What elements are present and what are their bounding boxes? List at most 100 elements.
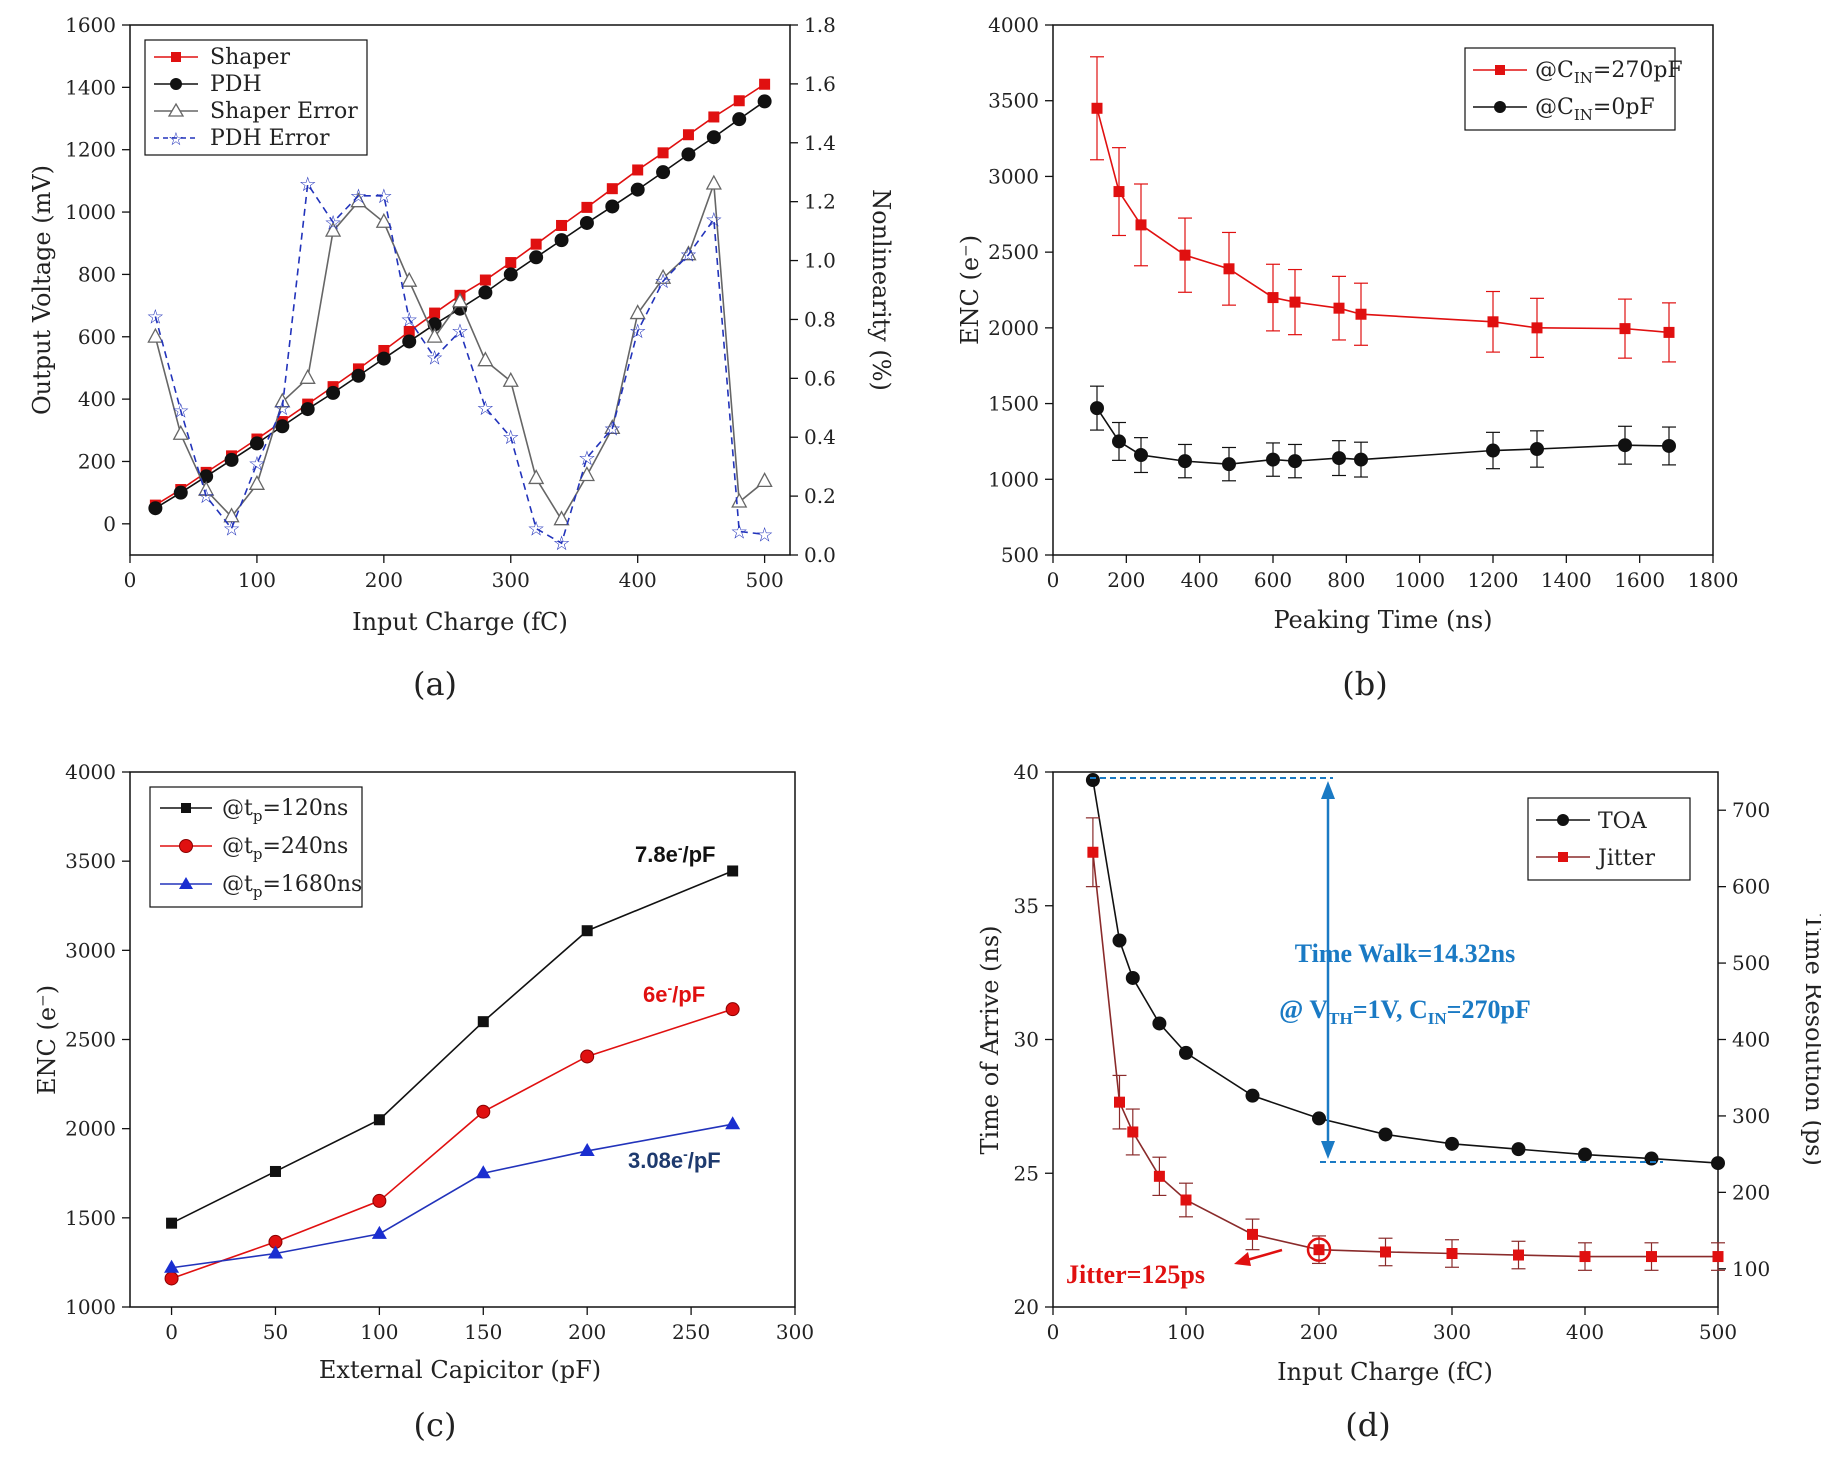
data-point-c-in-270pf xyxy=(1091,102,1103,114)
data-point-pdh-error: ☆ xyxy=(654,269,672,293)
legend-label-shaper: Shaper xyxy=(210,45,290,70)
legend-item-shaper-error: Shaper Error xyxy=(154,99,358,124)
data-point-c-in-0pf xyxy=(1662,438,1676,453)
data-point-shaper-error xyxy=(375,212,392,228)
y2-tick-label: 0.8 xyxy=(804,307,836,331)
legend-item-tp-1680: @tp=1680ns xyxy=(160,872,362,901)
data-point-toa xyxy=(1312,1111,1326,1126)
y-tick-label: 1500 xyxy=(988,392,1039,416)
data-point-c-in-0pf xyxy=(1530,442,1544,456)
data-point-pdh-error: ☆ xyxy=(223,517,241,541)
data-point-pdh-error: ☆ xyxy=(756,522,774,546)
data-point-shaper-error xyxy=(223,507,240,523)
data-point-c-in-270pf xyxy=(1289,296,1301,308)
data-point-shaper-error xyxy=(553,510,570,526)
data-point-t-p-240ns xyxy=(580,1049,595,1064)
legend-marker-tp-120 xyxy=(181,803,191,813)
legend-marker-toa xyxy=(1557,814,1569,826)
data-point-pdh-error: ☆ xyxy=(553,531,571,555)
legend-sub: p xyxy=(253,807,263,825)
x-tick-label: 300 xyxy=(1433,1320,1471,1344)
data-point-shaper-error xyxy=(248,474,266,490)
data-point-c-in-270pf xyxy=(1223,263,1235,275)
data-point-c-in-270pf xyxy=(1355,308,1367,320)
y2-tick-label: 300 xyxy=(1732,1104,1770,1128)
slope-rest: /pF xyxy=(688,1148,721,1173)
x-tick-label: 200 xyxy=(1300,1320,1338,1344)
data-point-pdh-error: ☆ xyxy=(375,184,393,208)
jitter-label: Jitter=125ps xyxy=(1066,1260,1205,1289)
x-tick-label: 600 xyxy=(1254,568,1292,592)
legend-label-cin-270: @CIN=270pF xyxy=(1535,58,1683,87)
x-tick-label: 400 xyxy=(1566,1320,1604,1344)
cond-sub2: IN xyxy=(1428,1009,1448,1028)
legend-item-cin-270: @CIN=270pF xyxy=(1473,58,1683,87)
panel-b-legend: @CIN=270pF @CIN=0pF xyxy=(1464,47,1683,131)
legend-main: @t xyxy=(222,872,253,897)
data-point-jitter xyxy=(1712,1251,1724,1263)
data-point-shaper xyxy=(378,344,390,356)
cond-sub1: TH xyxy=(1328,1009,1353,1028)
data-point-toa xyxy=(1085,773,1100,788)
y-tick-label: 1000 xyxy=(65,200,116,224)
legend-main: @C xyxy=(1535,58,1574,83)
y-tick-label: 35 xyxy=(1014,894,1039,918)
data-point-pdh xyxy=(579,215,594,230)
cond-rest: =270pF xyxy=(1447,995,1531,1024)
data-point-pdh xyxy=(402,334,417,349)
panel-b-frame xyxy=(1052,24,1714,556)
data-point-c-in-0pf xyxy=(1178,454,1192,469)
jitter-highlight-ring xyxy=(1306,1237,1332,1262)
data-point-pdh-error: ☆ xyxy=(730,519,748,543)
data-point-shaper xyxy=(581,201,593,213)
data-point-pdh xyxy=(656,165,671,180)
data-point-pdh-error: ☆ xyxy=(679,243,697,267)
data-point-shaper-error xyxy=(451,292,469,308)
y-tick-label: 40 xyxy=(1014,760,1039,784)
data-point-jitter xyxy=(1153,1170,1165,1182)
slope-annotation-240: 6e-/pF xyxy=(643,980,705,1007)
data-point-pdh xyxy=(503,267,518,282)
data-point-c-in-0pf xyxy=(1134,448,1148,463)
x-tick-label: 500 xyxy=(746,568,784,592)
data-point-pdh-error: ☆ xyxy=(451,319,469,343)
data-point-c-in-0pf xyxy=(1090,401,1104,416)
y-tick-label: 2500 xyxy=(988,240,1039,264)
legend-marker-cin-270 xyxy=(1495,65,1505,75)
data-point-c-in-270pf xyxy=(1619,323,1631,335)
data-point-pdh-error: ☆ xyxy=(324,210,342,234)
data-point-jitter xyxy=(1114,1096,1125,1108)
data-point-jitter xyxy=(1513,1249,1524,1261)
x-tick-label: 300 xyxy=(776,1320,814,1344)
data-point-toa xyxy=(1152,1016,1167,1031)
panel-a-label: (a) xyxy=(413,665,457,703)
data-point-shaper-error xyxy=(172,424,189,440)
data-point-toa xyxy=(1125,970,1140,985)
legend-rest: =1680ns xyxy=(262,872,362,897)
panel-a: 0 100 200 300 400 500 0 200 400 600 800 1000 1200 140… xyxy=(28,13,895,703)
panel-c-legend: @tp=120ns @tp=240ns @tp=1680ns xyxy=(149,786,363,908)
data-point-jitter xyxy=(1380,1246,1391,1258)
jitter-arrow-head xyxy=(1234,1252,1251,1266)
y-tick-label: 3500 xyxy=(65,849,116,873)
data-point-pdh xyxy=(630,182,645,197)
panel-c: 0 50 100 150 200 250 300 1000 1500 2000 2500 3000 35… xyxy=(33,760,814,1444)
data-point-pdh xyxy=(478,285,493,300)
data-point-jitter xyxy=(1446,1248,1458,1259)
data-point-jitter xyxy=(1646,1251,1657,1263)
slope-sup: - xyxy=(667,980,672,996)
data-point-t-p-1680ns xyxy=(475,1165,491,1179)
time-walk-arrow-down xyxy=(1321,1141,1335,1159)
x-tick-label: 100 xyxy=(360,1320,398,1344)
legend-main: @t xyxy=(222,796,253,821)
panel-b: 0 200 400 600 800 1000 1200 1400 1600 1800 500 1000… xyxy=(956,13,1738,703)
y-tick-label: 3500 xyxy=(988,89,1039,113)
x-tick-label: 0 xyxy=(124,568,137,592)
y2-tick-label: 200 xyxy=(1732,1180,1770,1204)
data-point-c-in-270pf xyxy=(1663,326,1675,338)
data-point-pdh-error: ☆ xyxy=(400,307,418,331)
panel-b-ylabel: ENC (e⁻) xyxy=(956,235,984,345)
data-point-shaper xyxy=(632,164,644,176)
data-point-c-in-270pf xyxy=(1179,249,1191,261)
y-tick-label: 600 xyxy=(78,325,116,349)
